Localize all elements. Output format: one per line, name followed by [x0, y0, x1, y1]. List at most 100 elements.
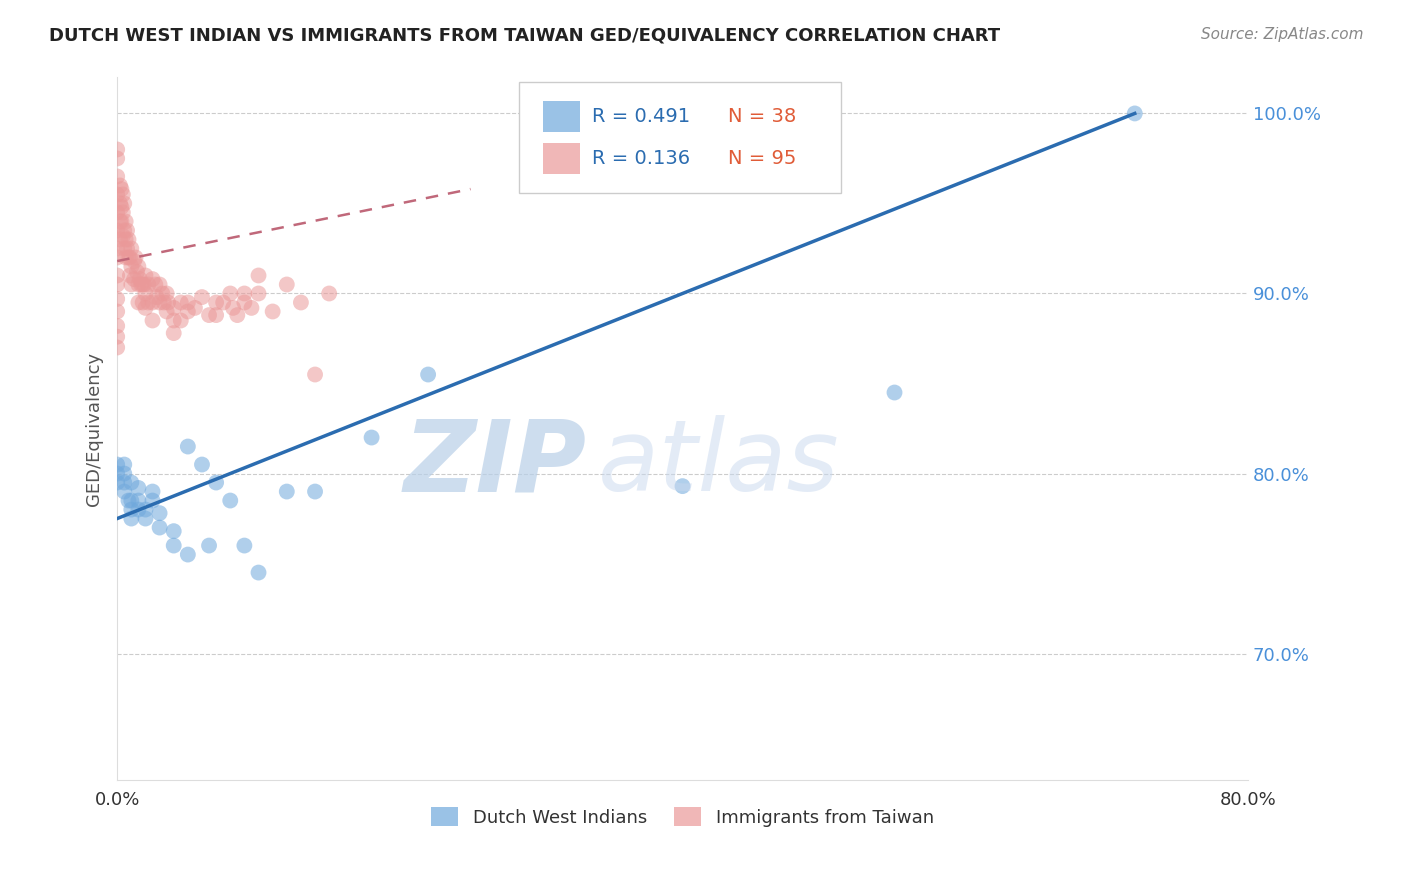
- Point: [163, 301, 186, 315]
- Point: [110, 214, 132, 228]
- Point: [108, 196, 131, 211]
- Point: [226, 308, 249, 322]
- Point: [105, 242, 128, 256]
- Point: [177, 304, 200, 318]
- Point: [110, 200, 132, 214]
- Point: [304, 484, 326, 499]
- FancyBboxPatch shape: [544, 143, 579, 174]
- Point: [157, 295, 180, 310]
- Point: [108, 232, 131, 246]
- Point: [156, 304, 179, 318]
- Point: [290, 295, 312, 310]
- Point: [120, 511, 142, 525]
- Point: [105, 152, 128, 166]
- Text: DUTCH WEST INDIAN VS IMMIGRANTS FROM TAIWAN GED/EQUIVALENCY CORRELATION CHART: DUTCH WEST INDIAN VS IMMIGRANTS FROM TAI…: [49, 27, 1000, 45]
- Point: [127, 260, 149, 274]
- Text: R = 0.136: R = 0.136: [592, 149, 690, 168]
- Point: [112, 223, 135, 237]
- Point: [212, 295, 235, 310]
- Point: [105, 169, 128, 184]
- Point: [163, 313, 186, 327]
- Point: [134, 286, 156, 301]
- Point: [318, 286, 340, 301]
- Point: [360, 431, 382, 445]
- Point: [134, 301, 156, 315]
- Point: [105, 268, 128, 283]
- Point: [108, 178, 131, 193]
- Point: [1123, 106, 1146, 120]
- Point: [219, 286, 242, 301]
- Point: [129, 277, 152, 292]
- Text: ZIP: ZIP: [404, 415, 586, 512]
- Point: [120, 475, 142, 490]
- Point: [105, 251, 128, 265]
- Point: [163, 539, 186, 553]
- Point: [117, 493, 139, 508]
- Legend: Dutch West Indians, Immigrants from Taiwan: Dutch West Indians, Immigrants from Taiw…: [425, 800, 941, 834]
- Point: [105, 329, 128, 343]
- Point: [127, 493, 149, 508]
- Point: [105, 458, 128, 472]
- Point: [145, 290, 167, 304]
- Point: [141, 484, 163, 499]
- FancyBboxPatch shape: [544, 101, 579, 131]
- Point: [177, 295, 200, 310]
- Point: [134, 511, 156, 525]
- Point: [114, 214, 136, 228]
- Point: [149, 277, 172, 292]
- Point: [141, 493, 163, 508]
- Point: [127, 277, 149, 292]
- Point: [122, 272, 145, 286]
- Point: [152, 286, 174, 301]
- Point: [416, 368, 439, 382]
- Point: [120, 493, 142, 508]
- Point: [191, 458, 214, 472]
- Point: [219, 493, 242, 508]
- Y-axis label: GED/Equivalency: GED/Equivalency: [86, 351, 103, 506]
- Point: [105, 292, 128, 306]
- Point: [120, 277, 142, 292]
- Point: [112, 196, 135, 211]
- Point: [247, 566, 270, 580]
- Point: [222, 301, 245, 315]
- Point: [127, 502, 149, 516]
- Point: [141, 272, 163, 286]
- Point: [143, 277, 166, 292]
- Point: [125, 265, 148, 279]
- Point: [110, 182, 132, 196]
- Point: [205, 475, 228, 490]
- Point: [124, 251, 146, 265]
- Point: [156, 286, 179, 301]
- Point: [105, 223, 128, 237]
- Point: [177, 548, 200, 562]
- Point: [671, 479, 693, 493]
- Point: [114, 251, 136, 265]
- Point: [105, 277, 128, 292]
- Point: [149, 295, 172, 310]
- Text: N = 95: N = 95: [728, 149, 796, 168]
- Text: Source: ZipAtlas.com: Source: ZipAtlas.com: [1201, 27, 1364, 42]
- Point: [163, 524, 186, 538]
- Point: [105, 304, 128, 318]
- Point: [205, 308, 228, 322]
- Point: [118, 251, 141, 265]
- Point: [136, 277, 159, 292]
- Point: [128, 272, 150, 286]
- Point: [105, 143, 128, 157]
- Point: [122, 254, 145, 268]
- Text: N = 38: N = 38: [728, 106, 796, 126]
- Point: [105, 187, 128, 202]
- Point: [262, 304, 284, 318]
- Point: [115, 242, 138, 256]
- Point: [115, 223, 138, 237]
- Point: [108, 214, 131, 228]
- Point: [247, 268, 270, 283]
- Point: [131, 277, 153, 292]
- Point: [233, 539, 256, 553]
- Point: [111, 205, 134, 219]
- Point: [127, 295, 149, 310]
- Point: [205, 295, 228, 310]
- Point: [304, 368, 326, 382]
- Point: [120, 260, 142, 274]
- Point: [105, 205, 128, 219]
